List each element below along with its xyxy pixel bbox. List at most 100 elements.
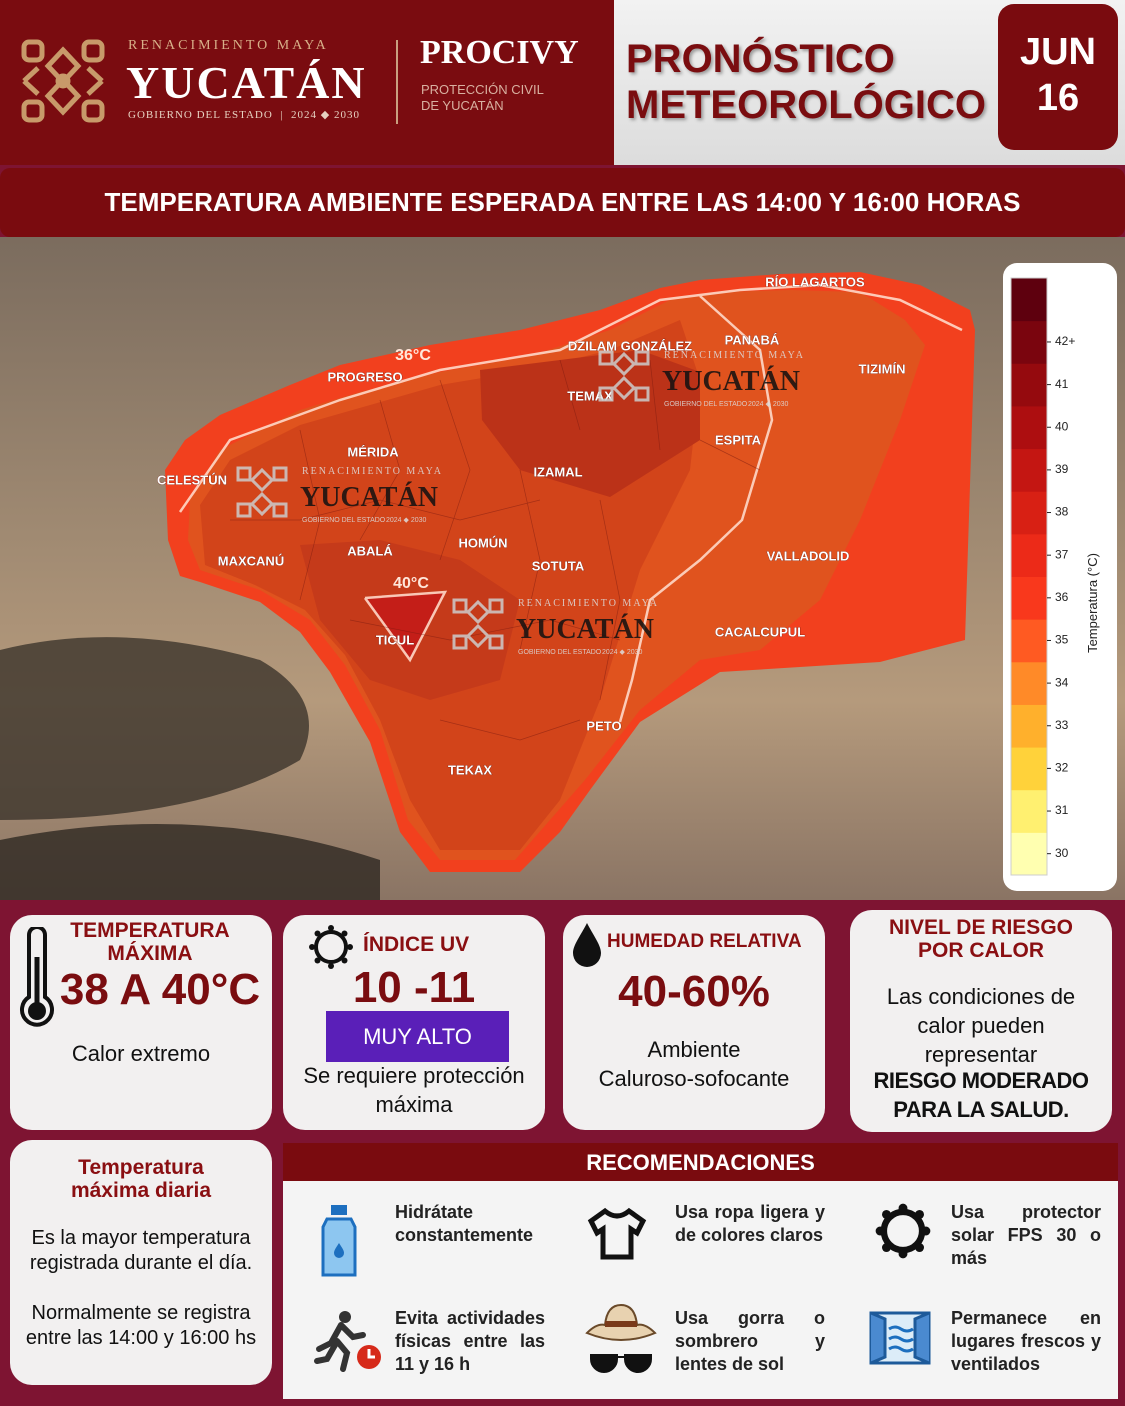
colorbar-band	[1011, 619, 1047, 663]
brand-tagline: RENACIMIENTO MAYA	[128, 38, 329, 53]
card-title: HUMEDAD RELATIVA	[607, 931, 802, 952]
colorbar-tick-label: 40	[1055, 419, 1069, 433]
place-label: SOTUTA	[532, 558, 585, 573]
colorbar-tick-label: 36	[1055, 590, 1069, 604]
colorbar-band	[1011, 789, 1047, 833]
recommendation-text: Usa gorra o sombrero y lentes de sol	[675, 1308, 825, 1374]
colorbar-band	[1011, 747, 1047, 791]
place-label: CACALCUPUL	[715, 624, 805, 639]
colorbar-label: Temperatura (°C)	[1085, 553, 1100, 653]
bottle-icon	[321, 1205, 357, 1277]
hat-icon	[585, 1303, 657, 1373]
shape	[331, 1205, 347, 1215]
colorbar-tick-label: 37	[1055, 547, 1069, 561]
window-icon	[869, 1311, 931, 1365]
shape	[587, 1207, 647, 1260]
agency-sub: PROTECCIÓN CIVIL DE YUCATÁN	[421, 82, 544, 114]
shape	[367, 1349, 375, 1359]
place-label: CELESTÚN	[157, 472, 227, 487]
shape	[21, 39, 105, 123]
land-shadow	[0, 824, 380, 900]
watermark-sub: GOBIERNO DEL ESTADO	[664, 401, 748, 408]
shape	[875, 1203, 931, 1259]
shape	[898, 1249, 908, 1259]
card-max-temp: TEMPERATURA MÁXIMA 38 A 40°C Calor extre…	[10, 915, 272, 1130]
shape	[363, 590, 448, 663]
isotherm-label: 36°C	[395, 347, 431, 364]
colorbar-tick-label: 39	[1055, 462, 1069, 476]
place-label: ABALÁ	[347, 543, 393, 558]
recommendation: Usa gorra o sombrero y lentes de sol	[563, 1293, 841, 1395]
shape	[921, 1226, 931, 1236]
land-shadow	[0, 637, 309, 820]
shape	[34, 957, 40, 1007]
shape	[334, 1243, 344, 1258]
recommendation: Permanece en lugares frescos y ventilado…	[839, 1293, 1117, 1395]
watermark-brand: YUCATÁN	[300, 482, 438, 513]
card-note-2: Caluroso-sofocante	[598, 1066, 790, 1091]
header-right: PRONÓSTICO METEOROLÓGICO JUN 16	[614, 0, 1125, 165]
card-text: Normalmente se registra entre las 14:00 …	[25, 1302, 257, 1349]
header-left: RENACIMIENTO MAYA YUCATÁN GOBIERNO DEL E…	[0, 0, 614, 165]
logo-mark	[452, 598, 504, 650]
colorbar-band	[1011, 704, 1047, 748]
banner: TEMPERATURA AMBIENTE ESPERADA ENTRE LAS …	[0, 168, 1125, 237]
sun-icon	[309, 925, 353, 969]
recommendation: Usa protector solar FPS 30 o más	[839, 1187, 1117, 1289]
colorbar-band	[1011, 533, 1047, 577]
watermark-brand: YUCATÁN	[662, 366, 800, 397]
isotherm-lines	[178, 283, 963, 723]
place-label: RÍO LAGARTOS	[765, 274, 865, 289]
shape	[81, 99, 105, 123]
place-label: TEKAX	[448, 762, 492, 777]
shape	[28, 1002, 46, 1020]
card-value: 40-60%	[618, 967, 770, 1016]
recommendation: Evita actividades físicas entre las 11 y…	[283, 1293, 561, 1395]
card-value: 10 -11	[352, 963, 476, 1012]
card-note-1: Ambiente	[647, 1037, 741, 1062]
watermark: RENACIMIENTO MAYA YUCATÁN GOBIERNO DEL EST…	[598, 350, 803, 408]
title-line-1: PRONÓSTICO	[626, 37, 895, 81]
place-label: TICUL	[376, 632, 414, 647]
shape	[590, 1354, 652, 1373]
shape	[22, 66, 104, 96]
colorbar-band	[1011, 448, 1047, 492]
card-title: ÍNDICE UV	[363, 933, 470, 956]
shape	[21, 99, 45, 123]
drop-icon	[573, 923, 601, 967]
recommendation-text: Usa ropa ligera y de colores claros	[675, 1202, 825, 1245]
place-label: VALLADOLID	[767, 548, 850, 563]
shape	[339, 1311, 351, 1323]
shape	[81, 39, 105, 63]
sun-icon	[875, 1203, 931, 1259]
shirt-icon	[587, 1207, 647, 1260]
shape	[178, 283, 963, 513]
shape	[573, 923, 601, 967]
watermark-years: 2024 ◆ 2030	[748, 401, 789, 408]
colorbar-tick-label: 31	[1055, 803, 1069, 817]
colorbar-band	[1011, 278, 1047, 322]
colorbar-band	[1011, 661, 1047, 705]
agency-sub-2: DE YUCATÁN	[421, 98, 504, 113]
colorbar-band	[1011, 405, 1047, 450]
card-text: Las condiciones de calor pueden represen…	[886, 984, 1076, 1067]
place-label: HOMÚN	[458, 535, 507, 550]
colorbar-tick-label: 33	[1055, 718, 1069, 732]
colorbar-tick-label: 42+	[1055, 334, 1075, 348]
shape	[314, 957, 321, 964]
card-uv: ÍNDICE UV 10 -11 MUY ALTO Se requiere pr…	[283, 915, 545, 1130]
shape	[309, 944, 315, 950]
shape	[898, 1203, 908, 1213]
shape	[44, 76, 82, 116]
shape	[314, 1322, 366, 1372]
agency: PROCIVY	[420, 34, 579, 71]
uv-level: MUY ALTO	[326, 1011, 509, 1062]
place-label: ESPITA	[715, 432, 762, 447]
date-box: JUN 16	[998, 4, 1118, 150]
watermark-brand: YUCATÁN	[516, 614, 654, 645]
recommendation: Usa ropa ligera y de colores claros	[563, 1187, 841, 1289]
shape	[880, 1208, 926, 1254]
colorbar-tick-label: 38	[1055, 505, 1069, 519]
logo-mark	[598, 350, 650, 402]
